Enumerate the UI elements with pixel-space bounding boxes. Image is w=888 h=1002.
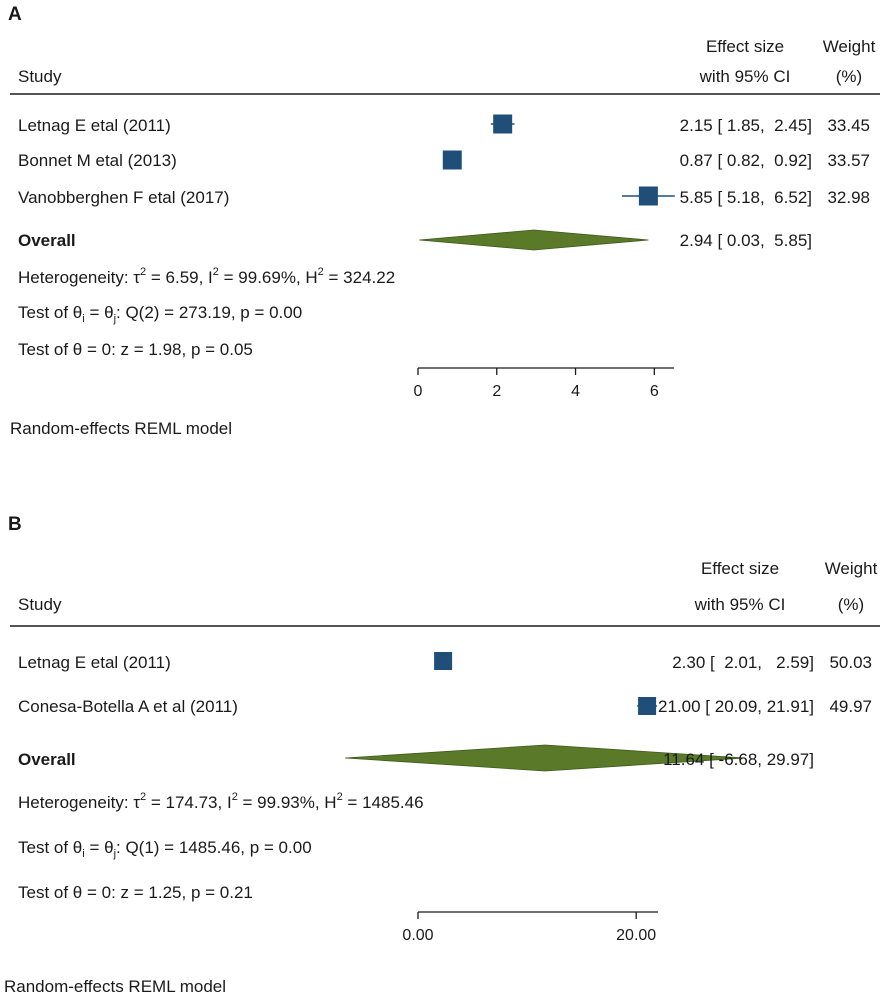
panel-b-overall-ci-text: 11.64 [ -6.68, 29.97] bbox=[663, 750, 814, 769]
panel-a-effect-header-1: Effect size bbox=[706, 37, 784, 56]
panel-a-study-name: Vanobberghen F etal (2017) bbox=[18, 188, 229, 207]
panel-a-test-z: Test of θ = 0: z = 1.98, p = 0.05 bbox=[18, 340, 253, 359]
study-marker bbox=[638, 186, 658, 206]
panel-a-label: A bbox=[8, 4, 22, 25]
panel-a: A Study Effect size with 95% CI Weight (… bbox=[8, 4, 880, 438]
panel-b-study-header: Study bbox=[18, 595, 62, 614]
x-tick-label: 0.00 bbox=[402, 927, 433, 944]
panel-a-weight-header-1: Weight bbox=[823, 37, 876, 56]
panel-a-weight-text: 32.98 bbox=[827, 188, 870, 207]
panel-b-weight-text: 50.03 bbox=[829, 653, 872, 672]
overall-diamond bbox=[419, 229, 649, 251]
study-marker bbox=[434, 652, 453, 670]
panel-b-model-note: Random-effects REML model bbox=[4, 977, 226, 996]
panel-b-weight-header-1: Weight bbox=[825, 559, 878, 578]
x-tick-label: 0 bbox=[414, 383, 423, 400]
panel-b-plot-area: 0.00 20.00 bbox=[345, 652, 745, 944]
panel-a-ci-text: 2.15 [ 1.85, 2.45] bbox=[680, 116, 812, 135]
panel-b: B Effect size with 95% CI Study Weight (… bbox=[4, 514, 880, 996]
panel-a-weight-text: 33.45 bbox=[827, 116, 870, 135]
panel-a-study-header: Study bbox=[18, 67, 62, 86]
panel-b-overall-label: Overall bbox=[18, 750, 76, 769]
panel-b-study-name: Letnag E etal (2011) bbox=[18, 653, 171, 672]
panel-b-heterogeneity: Heterogeneity: τ2 = 174.73, I2 = 99.93%,… bbox=[18, 791, 424, 812]
panel-a-ci-text: 5.85 [ 5.18, 6.52] bbox=[680, 188, 812, 207]
x-tick-label: 4 bbox=[571, 383, 580, 400]
x-tick-label: 2 bbox=[492, 383, 501, 400]
panel-a-overall-ci-text: 2.94 [ 0.03, 5.85] bbox=[680, 231, 812, 250]
panel-b-weight-text: 49.97 bbox=[829, 697, 872, 716]
panel-a-weight-text: 33.57 bbox=[827, 151, 870, 170]
panel-a-ci-text: 0.87 [ 0.82, 0.92] bbox=[680, 151, 812, 170]
panel-b-label: B bbox=[8, 514, 22, 535]
panel-b-effect-header-1: Effect size bbox=[701, 559, 779, 578]
panel-b-effect-header-2: with 95% CI bbox=[694, 595, 786, 614]
overall-diamond bbox=[345, 744, 745, 772]
panel-a-plot-area: 0 2 4 6 bbox=[414, 114, 675, 400]
study-marker bbox=[638, 697, 657, 715]
panel-a-effect-header-2: with 95% CI bbox=[699, 67, 791, 86]
x-tick-label: 6 bbox=[650, 383, 659, 400]
panel-a-study-name: Letnag E etal (2011) bbox=[18, 116, 171, 135]
panel-b-test-z: Test of θ = 0: z = 1.25, p = 0.21 bbox=[18, 883, 253, 902]
panel-b-ci-text: 2.30 [ 2.01, 2.59] bbox=[672, 653, 814, 672]
panel-a-test-q: Test of θi = θj: Q(2) = 273.19, p = 0.00 bbox=[18, 303, 302, 325]
panel-b-test-q: Test of θi = θj: Q(1) = 1485.46, p = 0.0… bbox=[18, 838, 312, 860]
panel-a-model-note: Random-effects REML model bbox=[10, 419, 232, 438]
panel-b-ci-text: 21.00 [ 20.09, 21.91] bbox=[658, 697, 814, 716]
panel-b-study-name: Conesa-Botella A et al (2011) bbox=[18, 697, 238, 716]
study-marker bbox=[442, 150, 462, 170]
panel-a-overall-label: Overall bbox=[18, 231, 76, 250]
panel-a-heterogeneity: Heterogeneity: τ2 = 6.59, I2 = 99.69%, H… bbox=[18, 266, 395, 287]
study-marker bbox=[493, 114, 513, 134]
panel-a-study-name: Bonnet M etal (2013) bbox=[18, 151, 177, 170]
x-tick-label: 20.00 bbox=[616, 927, 656, 944]
panel-b-weight-header-2: (%) bbox=[838, 595, 864, 614]
panel-a-weight-header-2: (%) bbox=[836, 67, 862, 86]
